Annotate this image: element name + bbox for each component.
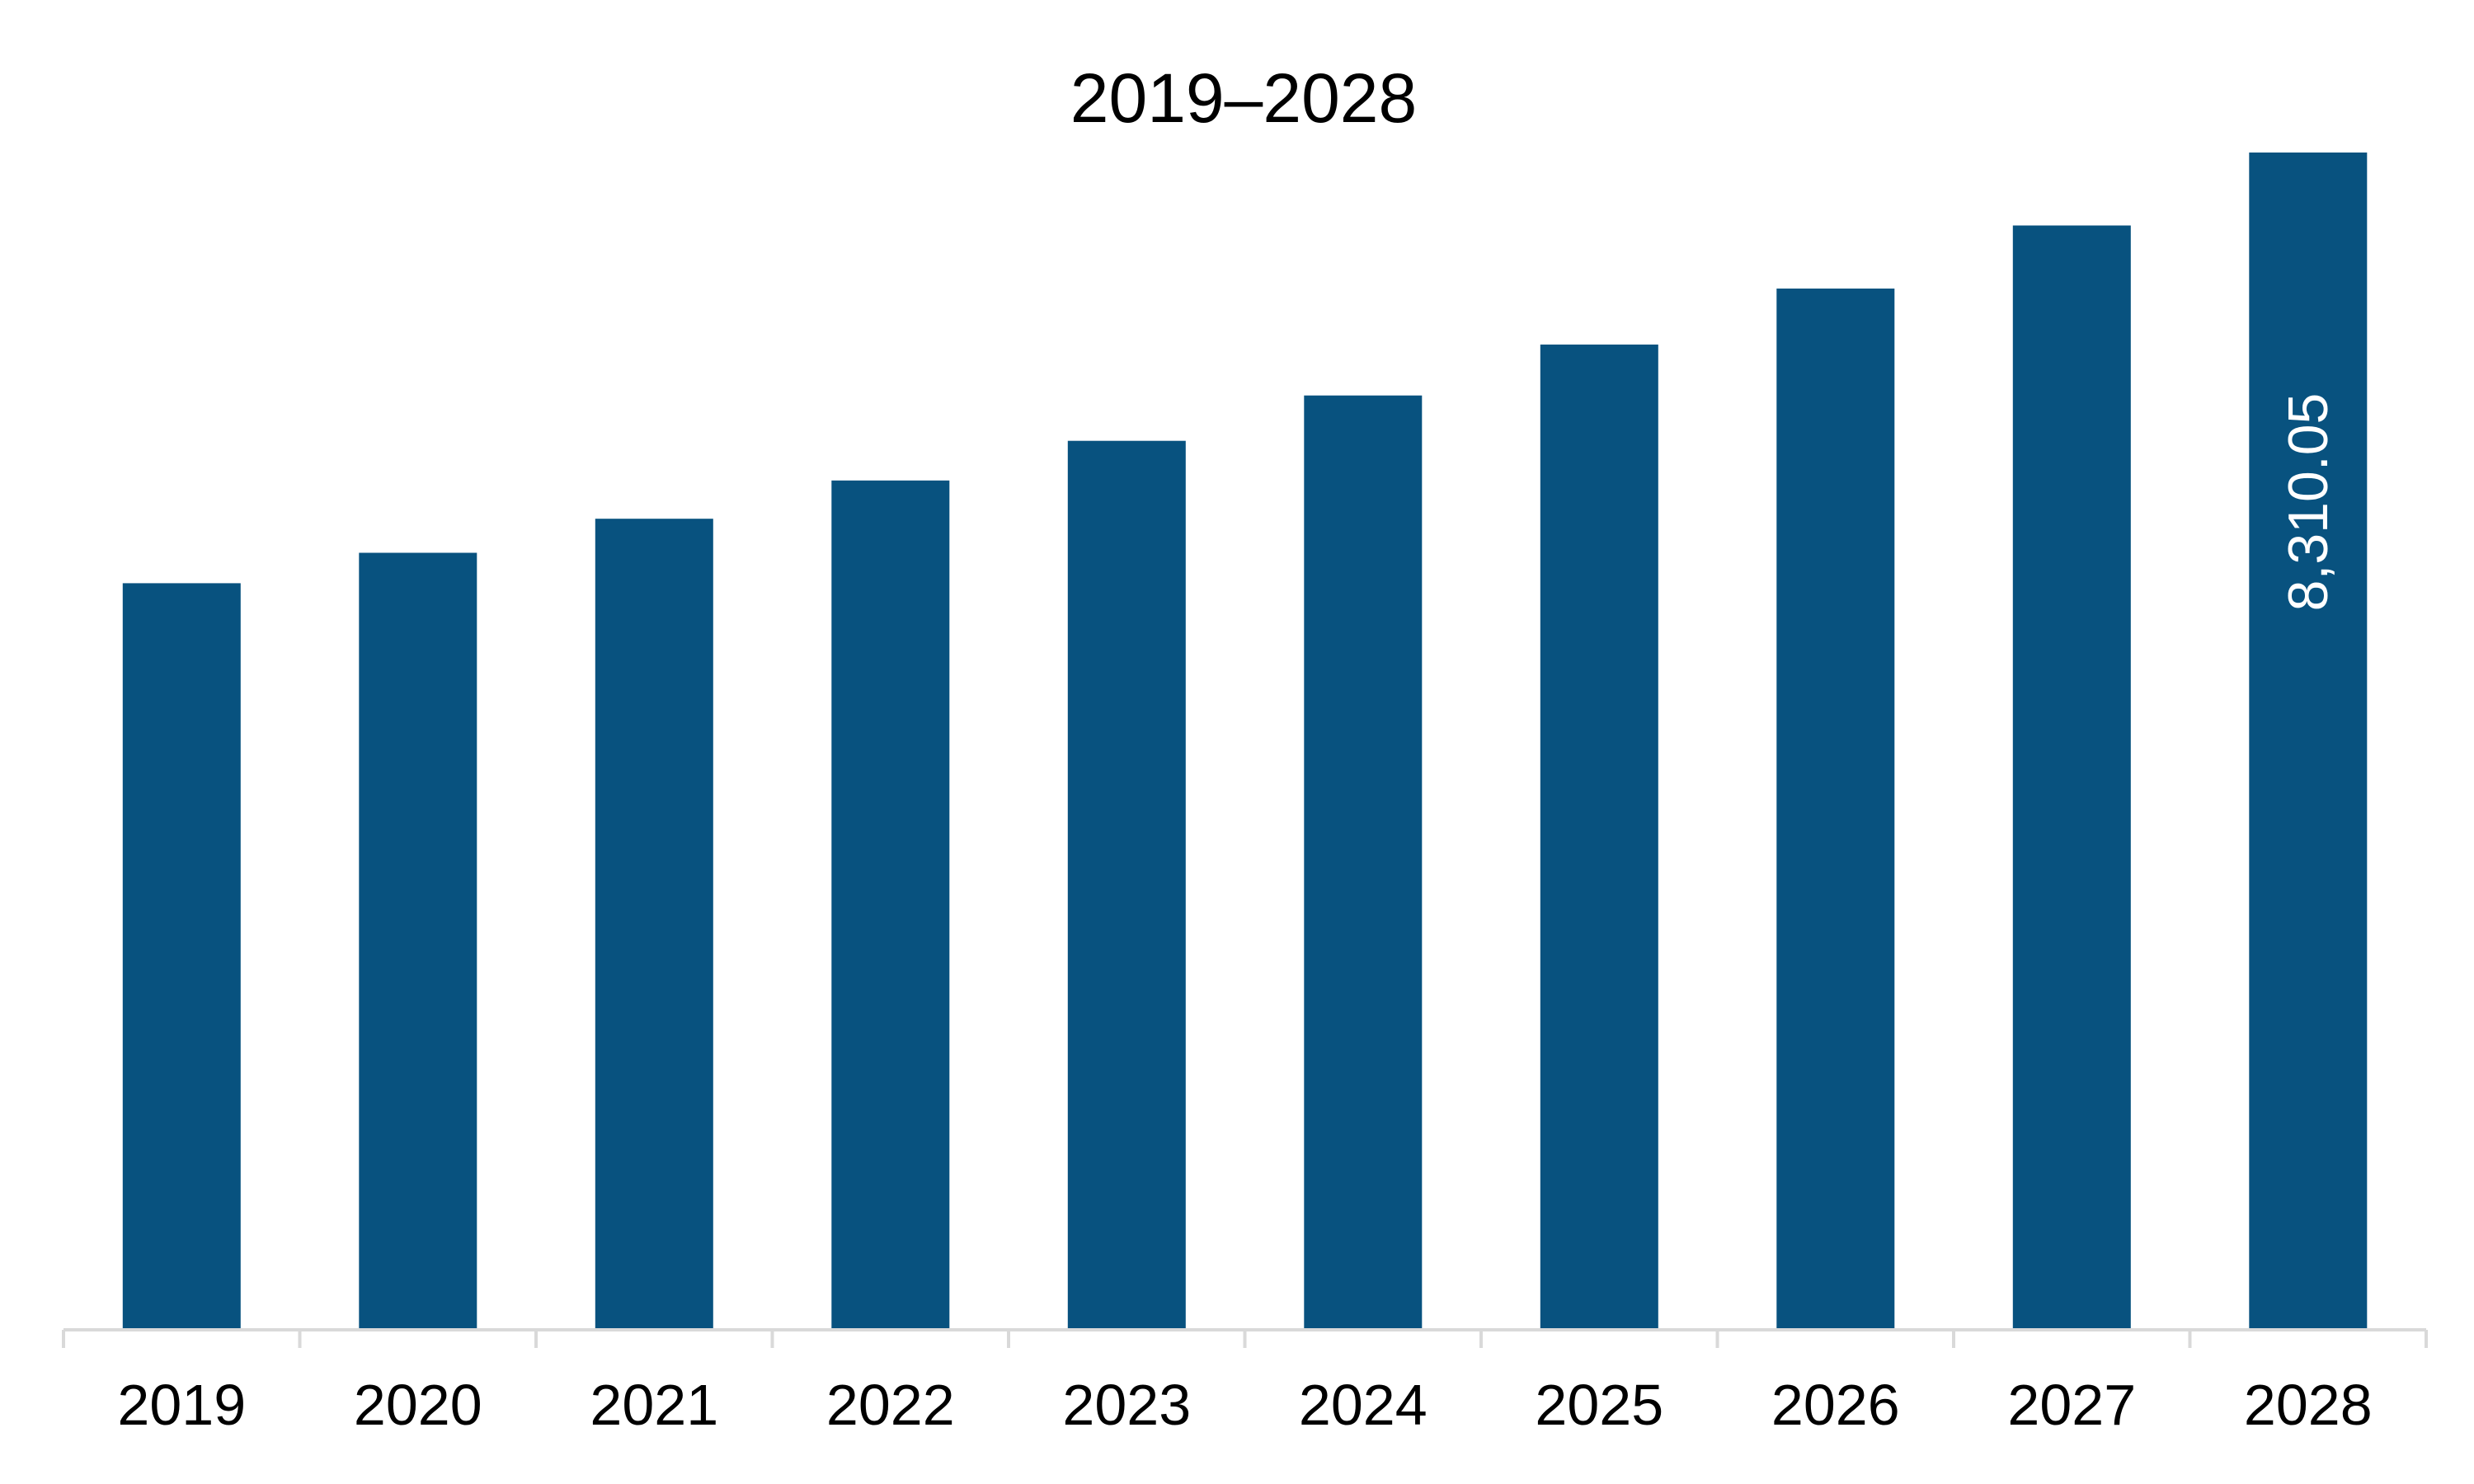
x-tick-label-2024: 2024 [1299, 1373, 1427, 1437]
x-tick-label-2023: 2023 [1062, 1373, 1191, 1437]
bars-layer [122, 153, 2368, 1331]
x-tick-label-2028: 2028 [2244, 1373, 2373, 1437]
bar-2024 [1304, 395, 1423, 1331]
x-tick-label-2025: 2025 [1535, 1373, 1663, 1437]
bar-2020 [359, 552, 477, 1330]
bar-2025 [1540, 344, 1658, 1330]
x-tick-label-2022: 2022 [826, 1373, 955, 1437]
data-label-2028: 8,310.05 [2277, 393, 2340, 612]
bar-2023 [1067, 440, 1186, 1331]
x-tick-label-2027: 2027 [2007, 1373, 2136, 1437]
bar-2019 [122, 583, 241, 1330]
bar-2026 [1776, 289, 1895, 1330]
bar-2022 [831, 480, 950, 1330]
x-tick-label-2026: 2026 [1771, 1373, 1900, 1437]
x-tick-label-2019: 2019 [117, 1373, 246, 1437]
bar-2021 [595, 519, 713, 1330]
bar-2028 [2249, 153, 2368, 1330]
chart-title: 2019–2028 [1070, 59, 1417, 137]
x-tick-label-2021: 2021 [590, 1373, 718, 1437]
x-axis [62, 1328, 2428, 1348]
x-tick-label-2020: 2020 [354, 1373, 482, 1437]
data-labels: 8,310.05 [2277, 393, 2340, 612]
x-axis-tick-labels: 2019 2020 2021 2022 2023 2024 2025 2026 2027 2028 [117, 1373, 2372, 1437]
bar-2027 [2012, 225, 2131, 1330]
